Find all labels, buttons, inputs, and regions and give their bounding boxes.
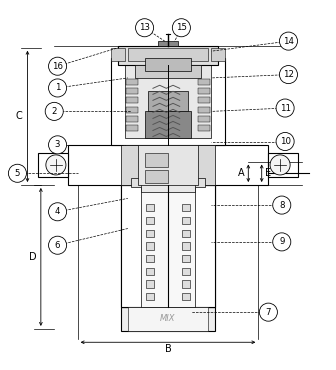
Bar bbox=[144, 170, 168, 183]
Bar bbox=[141, 178, 195, 192]
Circle shape bbox=[172, 19, 191, 37]
Bar bbox=[144, 153, 168, 166]
Circle shape bbox=[48, 136, 67, 154]
Bar bbox=[125, 64, 211, 138]
Bar bbox=[182, 229, 190, 237]
Bar bbox=[198, 116, 210, 122]
Circle shape bbox=[48, 203, 67, 221]
Bar bbox=[182, 280, 190, 288]
Text: 2: 2 bbox=[51, 107, 57, 116]
Text: 1: 1 bbox=[55, 84, 60, 92]
Circle shape bbox=[273, 196, 291, 214]
Text: 15: 15 bbox=[176, 23, 187, 32]
Bar bbox=[198, 125, 210, 131]
Circle shape bbox=[276, 99, 294, 117]
Bar bbox=[118, 46, 218, 64]
Bar bbox=[134, 64, 202, 78]
Bar bbox=[211, 48, 225, 61]
Text: 7: 7 bbox=[266, 307, 271, 317]
Bar bbox=[146, 255, 154, 262]
Bar bbox=[198, 97, 210, 103]
Text: 12: 12 bbox=[283, 70, 294, 79]
Bar bbox=[138, 145, 198, 185]
Bar bbox=[121, 185, 148, 307]
Text: 16: 16 bbox=[52, 62, 63, 71]
Bar bbox=[146, 204, 154, 211]
Bar bbox=[146, 217, 154, 224]
Text: 14: 14 bbox=[283, 37, 294, 46]
Bar bbox=[126, 116, 138, 122]
Text: C: C bbox=[16, 111, 23, 121]
Bar bbox=[146, 280, 154, 288]
Bar bbox=[198, 107, 210, 113]
Circle shape bbox=[48, 79, 67, 97]
Circle shape bbox=[270, 155, 290, 175]
Circle shape bbox=[8, 164, 27, 182]
Bar bbox=[131, 178, 205, 187]
Circle shape bbox=[276, 132, 294, 151]
Text: 4: 4 bbox=[55, 207, 60, 216]
Bar bbox=[182, 268, 190, 275]
Bar bbox=[182, 217, 190, 224]
Circle shape bbox=[46, 155, 66, 175]
Bar bbox=[126, 125, 138, 131]
Bar bbox=[128, 48, 208, 61]
Bar bbox=[111, 58, 225, 145]
Bar bbox=[182, 204, 190, 211]
Text: 9: 9 bbox=[279, 238, 285, 246]
Text: 6: 6 bbox=[55, 241, 60, 250]
Bar bbox=[268, 153, 298, 176]
Bar bbox=[146, 229, 154, 237]
Bar bbox=[182, 242, 190, 250]
Text: 5: 5 bbox=[15, 169, 20, 178]
Circle shape bbox=[280, 65, 297, 84]
Bar bbox=[126, 88, 138, 94]
Bar bbox=[38, 153, 68, 176]
Bar bbox=[182, 255, 190, 262]
Circle shape bbox=[135, 19, 154, 37]
Bar bbox=[144, 111, 192, 138]
Bar bbox=[68, 145, 268, 185]
Circle shape bbox=[280, 32, 297, 50]
Bar bbox=[198, 78, 210, 85]
Circle shape bbox=[273, 233, 291, 251]
Bar bbox=[148, 91, 188, 111]
Bar bbox=[126, 107, 138, 113]
Bar bbox=[146, 293, 154, 300]
Text: B: B bbox=[165, 344, 171, 354]
Circle shape bbox=[259, 303, 278, 321]
Bar bbox=[111, 48, 125, 61]
Text: D: D bbox=[29, 252, 36, 262]
Text: 10: 10 bbox=[280, 137, 291, 146]
Text: 8: 8 bbox=[279, 201, 285, 209]
Circle shape bbox=[48, 57, 67, 75]
Text: 11: 11 bbox=[280, 104, 291, 112]
Text: 13: 13 bbox=[139, 23, 150, 32]
Bar bbox=[182, 293, 190, 300]
Bar bbox=[141, 185, 195, 307]
Bar bbox=[198, 88, 210, 94]
Bar bbox=[144, 58, 192, 71]
Bar bbox=[146, 242, 154, 250]
Bar bbox=[121, 145, 215, 185]
Text: A: A bbox=[238, 168, 245, 178]
Circle shape bbox=[48, 236, 67, 254]
Bar bbox=[128, 307, 208, 330]
Bar bbox=[121, 307, 215, 330]
Bar bbox=[188, 185, 215, 307]
Circle shape bbox=[45, 102, 63, 120]
Text: MIX: MIX bbox=[160, 314, 176, 323]
Bar bbox=[146, 268, 154, 275]
Text: 3: 3 bbox=[55, 140, 60, 149]
Bar bbox=[126, 97, 138, 103]
Bar bbox=[158, 41, 178, 46]
Text: E: E bbox=[265, 168, 271, 178]
Bar bbox=[126, 78, 138, 85]
Bar bbox=[121, 185, 215, 307]
